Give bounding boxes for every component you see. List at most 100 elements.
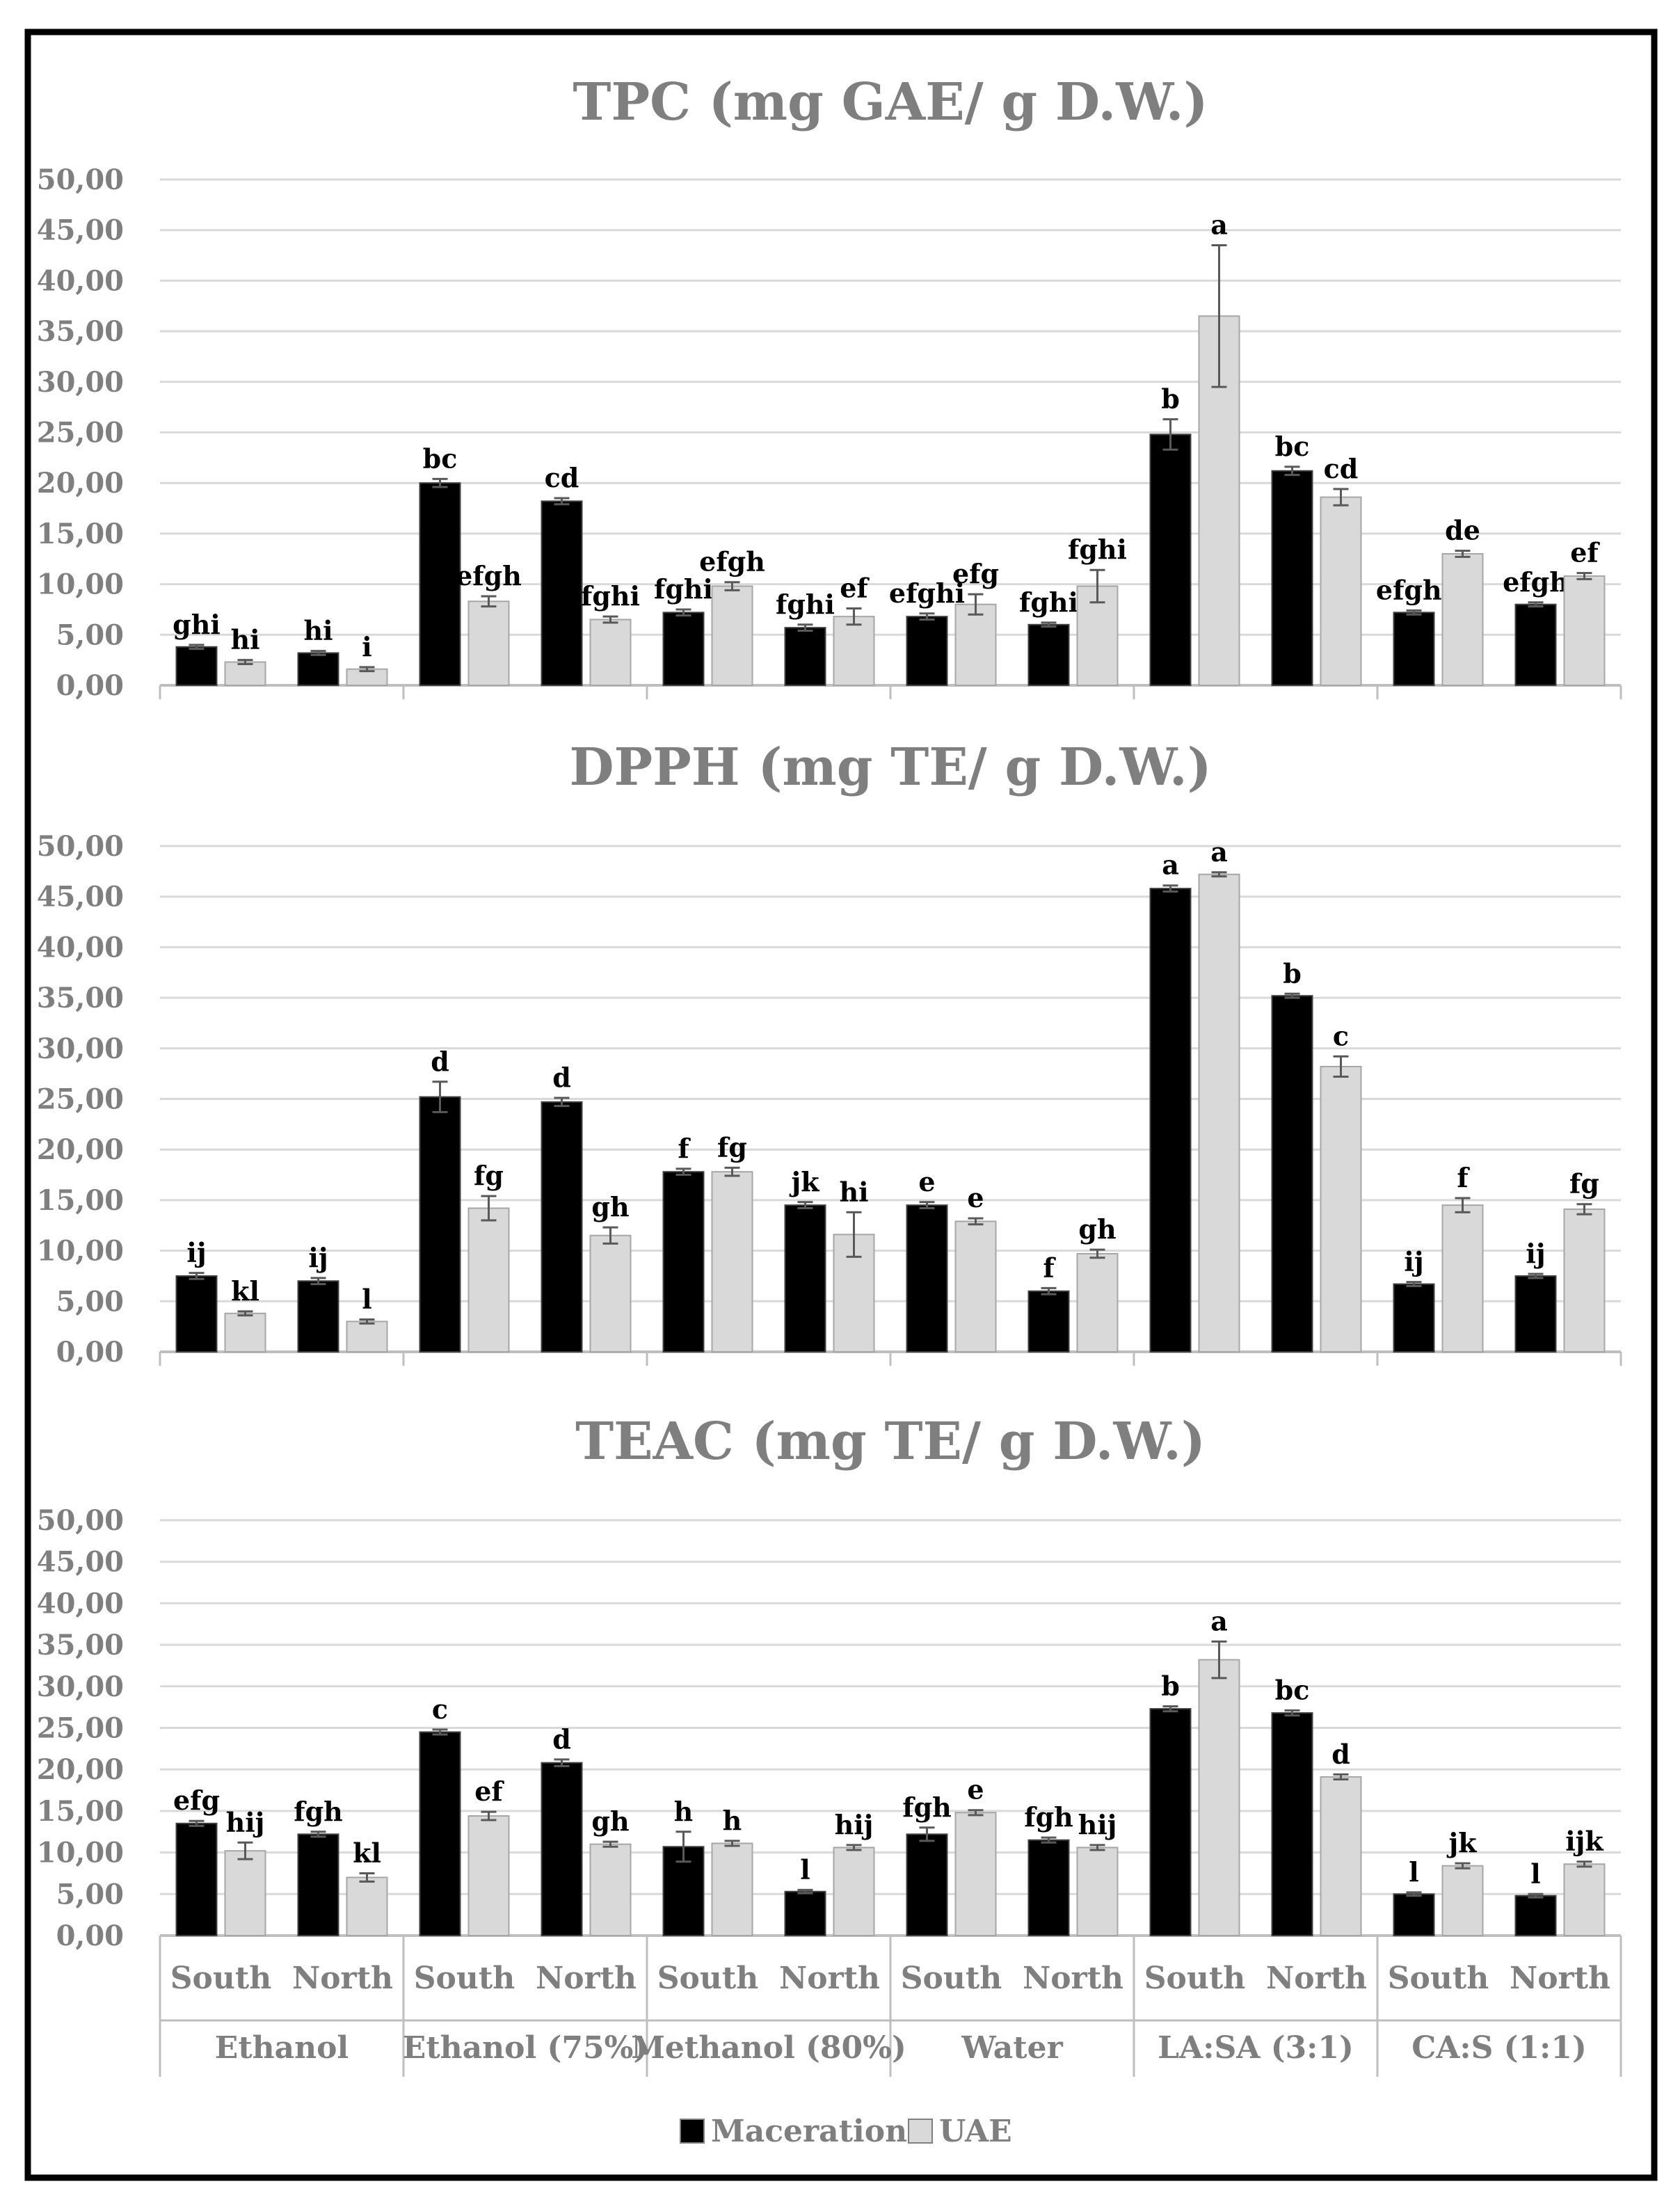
significance-label: efg <box>173 1785 220 1816</box>
group-label: LA:SA (3:1) <box>1158 2030 1354 2066</box>
bar-maceration <box>1393 612 1435 687</box>
significance-label: b <box>1161 1670 1180 1701</box>
group-label: Ethanol <box>215 2030 349 2066</box>
significance-label: gh <box>591 1191 629 1222</box>
bar-maceration <box>1393 1893 1435 1937</box>
bar-maceration <box>541 1101 583 1353</box>
y-tick-label: 10,00 <box>37 568 124 601</box>
significance-label: e <box>967 1182 984 1213</box>
significance-label: de <box>1445 515 1480 546</box>
significance-label: h <box>723 1805 742 1836</box>
bar-maceration <box>1514 1275 1557 1353</box>
y-tick-label: 50,00 <box>37 164 124 196</box>
bar-maceration <box>175 1822 218 1937</box>
category-label: North <box>1510 1961 1610 1996</box>
bar-uae <box>224 1850 266 1936</box>
bar-maceration <box>784 1204 826 1353</box>
bar-maceration <box>297 1280 339 1353</box>
bar-maceration <box>541 500 583 686</box>
group-label: Methanol (80%) <box>631 2030 906 2066</box>
y-tick-label: 20,00 <box>37 1133 124 1166</box>
y-tick-label: 25,00 <box>37 1083 124 1116</box>
significance-label: b <box>1283 957 1302 989</box>
significance-label: c <box>1333 1020 1349 1051</box>
significance-label: a <box>1162 850 1179 881</box>
y-tick-label: 45,00 <box>37 1546 124 1579</box>
bar-maceration <box>419 1731 461 1936</box>
significance-label: e <box>967 1774 984 1805</box>
bar-maceration <box>906 1204 948 1353</box>
chart-title: TEAC (mg TE/ g D.W.) <box>575 1412 1206 1472</box>
category-label: North <box>536 1961 637 1996</box>
y-tick-label: 15,00 <box>37 518 124 550</box>
significance-label: l <box>362 1283 371 1314</box>
bar-uae <box>1076 1252 1119 1353</box>
bar-maceration <box>1027 623 1070 687</box>
significance-label: kl <box>231 1275 259 1307</box>
significance-label: ef <box>840 572 870 603</box>
bar-uae <box>833 616 875 686</box>
bar-uae <box>833 1847 875 1937</box>
significance-label: hi <box>839 1176 868 1207</box>
chart-title: DPPH (mg TE/ g D.W.) <box>569 737 1211 797</box>
significance-label: hij <box>226 1806 265 1837</box>
significance-label: efghi <box>889 577 965 609</box>
bar-maceration <box>1271 470 1313 686</box>
significance-label: h <box>674 1796 694 1827</box>
significance-label: ij <box>308 1242 328 1273</box>
chart-title: TPC (mg GAE/ g D.W.) <box>573 72 1208 132</box>
chart-2: TEAC (mg TE/ g D.W.) 0,00 5,00 10,00 15,00 20… <box>37 1412 1622 1952</box>
significance-label: hi <box>303 615 333 646</box>
y-tick-label: 45,00 <box>37 214 124 247</box>
y-tick-label: 10,00 <box>37 1235 124 1268</box>
significance-label: l <box>1409 1856 1418 1888</box>
y-tick-label: 40,00 <box>37 264 124 297</box>
bar-uae <box>467 1815 510 1936</box>
category-label: South <box>1388 1961 1489 1996</box>
significance-label: fghi <box>654 573 713 605</box>
significance-label: gh <box>1078 1213 1116 1245</box>
legend-label-maceration: Maceration <box>711 2114 907 2149</box>
y-tick-label: 15,00 <box>37 1184 124 1217</box>
legend-swatch-maceration <box>680 2119 705 2144</box>
significance-label: c <box>432 1693 448 1725</box>
significance-label: f <box>1457 1162 1470 1193</box>
significance-label: hij <box>835 1809 874 1840</box>
bar-maceration <box>662 1171 705 1353</box>
bar-uae <box>346 1321 388 1353</box>
significance-label: jk <box>789 1166 819 1197</box>
y-tick-label: 0,00 <box>56 669 124 702</box>
y-tick-label: 50,00 <box>37 830 124 863</box>
y-tick-label: 25,00 <box>37 417 124 449</box>
significance-label: ij <box>186 1237 206 1268</box>
category-label: North <box>292 1961 393 1996</box>
significance-label: efg <box>952 558 999 589</box>
significance-label: d <box>431 1046 449 1077</box>
significance-label: fgh <box>902 1792 952 1823</box>
significance-label: d <box>1331 1738 1350 1769</box>
significance-label: b <box>1161 383 1180 415</box>
bar-uae <box>954 1220 997 1353</box>
bar-uae <box>1320 1776 1362 1937</box>
category-label: South <box>414 1961 515 1996</box>
significance-label: e <box>918 1166 935 1197</box>
bar-uae <box>1076 1847 1119 1937</box>
chart-0: TPC (mg GAE/ g D.W.) 0,00 5,00 10,00 15,00 20… <box>37 72 1622 702</box>
bar-maceration <box>1271 995 1313 1353</box>
bar-maceration <box>662 612 705 687</box>
bar-uae <box>1563 1863 1606 1936</box>
bar-maceration <box>1149 1708 1192 1937</box>
bar-uae <box>589 619 632 686</box>
significance-label: ij <box>1404 1246 1423 1277</box>
bar-uae <box>224 661 266 686</box>
legend-swatch-uae <box>908 2119 933 2144</box>
significance-label: ijk <box>1565 1826 1603 1857</box>
significance-label: efgh <box>1503 566 1569 598</box>
significance-label: bc <box>1275 1674 1310 1705</box>
significance-label: ij <box>1526 1238 1545 1269</box>
bar-maceration <box>1027 1290 1070 1353</box>
group-label: CA:S (1:1) <box>1411 2030 1587 2066</box>
category-label: South <box>170 1961 271 1996</box>
y-tick-label: 5,00 <box>56 1285 124 1318</box>
significance-label: l <box>800 1853 810 1885</box>
